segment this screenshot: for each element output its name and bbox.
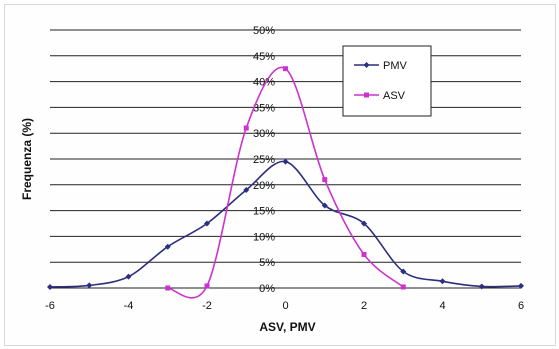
series-group xyxy=(47,66,524,299)
data-point xyxy=(47,283,53,290)
y-tick-labels: 0% 5% 10% 15% 20% 25% 30% 35% 40% 45% 50% xyxy=(253,25,275,295)
data-point xyxy=(204,220,210,227)
y-tick-label: 35% xyxy=(253,102,275,114)
data-point xyxy=(164,243,171,250)
x-tick-label: -2 xyxy=(202,300,212,312)
data-point xyxy=(361,220,367,227)
y-tick-label: 15% xyxy=(253,206,275,218)
y-tick-label: 0% xyxy=(259,283,275,295)
y-tick-label: 50% xyxy=(253,25,275,37)
x-tick-label: -6 xyxy=(45,300,55,312)
y-tick-label: 30% xyxy=(253,128,275,140)
legend-label: PMV xyxy=(383,60,408,72)
data-point xyxy=(283,66,288,72)
data-point xyxy=(125,273,132,280)
x-tick-label: 6 xyxy=(518,300,524,312)
y-tick-label: 40% xyxy=(253,77,275,89)
series-line-pmv xyxy=(49,160,522,288)
legend-swatch-marker xyxy=(363,62,370,68)
x-tick-label: 2 xyxy=(361,300,367,312)
data-point xyxy=(361,251,367,257)
series-pmv xyxy=(47,158,524,290)
data-point xyxy=(478,283,485,290)
y-tick-label: 5% xyxy=(259,257,275,269)
x-tick-labels: -6 -4 -2 0 2 4 6 xyxy=(45,300,524,312)
y-tick-label: 10% xyxy=(253,231,275,243)
legend: PMV ASV xyxy=(342,45,432,117)
x-axis-title: ASV, PMV xyxy=(259,320,315,334)
data-point xyxy=(86,282,93,289)
legend-swatch-marker xyxy=(364,92,369,98)
data-point xyxy=(322,177,328,183)
data-point xyxy=(243,125,249,131)
data-point xyxy=(282,158,289,165)
legend-box xyxy=(342,45,432,117)
y-tick-label: 25% xyxy=(253,154,275,166)
data-point xyxy=(243,186,250,193)
data-point xyxy=(518,282,524,289)
gridlines xyxy=(50,29,521,289)
x-tick-label: 0 xyxy=(282,300,288,312)
series-asv xyxy=(165,66,406,299)
x-tick-label: -4 xyxy=(124,300,134,312)
data-point xyxy=(439,278,446,285)
data-point xyxy=(204,283,210,289)
data-point xyxy=(400,284,406,290)
data-point xyxy=(165,285,171,291)
y-axis-title: Frequenza (%) xyxy=(20,118,34,200)
data-point xyxy=(321,202,328,209)
data-point xyxy=(400,268,407,275)
legend-label: ASV xyxy=(383,90,406,102)
x-tick-label: 4 xyxy=(439,300,445,312)
y-tick-label: 45% xyxy=(253,51,275,63)
chart-frame xyxy=(4,4,556,346)
y-tick-label: 20% xyxy=(253,180,275,192)
